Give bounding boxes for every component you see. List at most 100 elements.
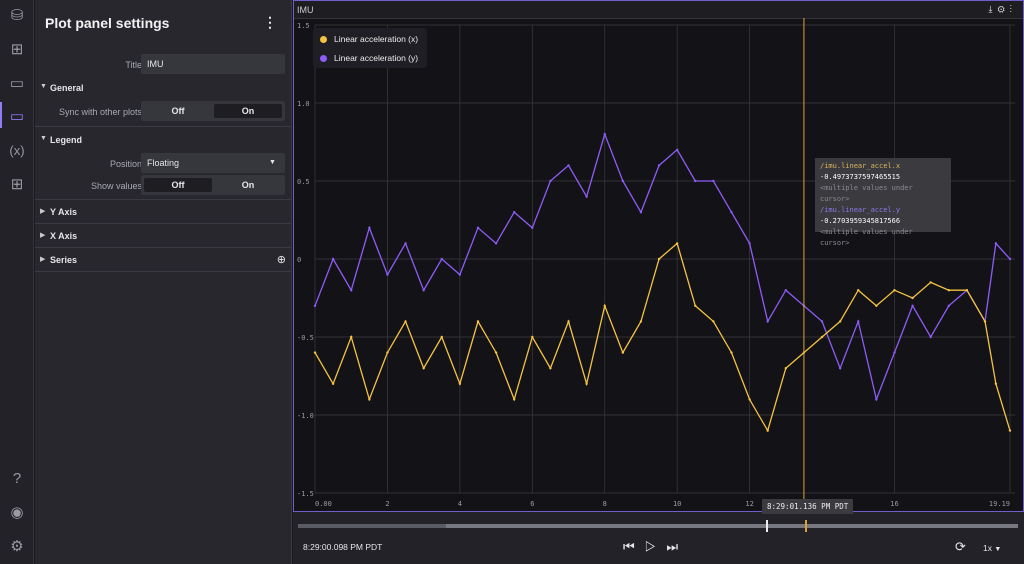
show-values-on-button[interactable]: On bbox=[241, 180, 255, 190]
position-select[interactable]: Floating ▼ bbox=[141, 153, 285, 173]
data-point bbox=[512, 211, 516, 214]
account-icon[interactable]: ◉ bbox=[10, 504, 24, 521]
settings-icon[interactable]: ⚙ bbox=[997, 4, 1010, 14]
x-tick-label: 6 bbox=[530, 500, 534, 508]
data-point bbox=[476, 226, 480, 229]
chevron-down-icon: ▼ bbox=[269, 159, 276, 166]
panel-settings-icon[interactable]: ▭ bbox=[9, 108, 25, 125]
plot-title: IMU bbox=[297, 5, 314, 15]
data-point bbox=[567, 164, 570, 167]
data-point bbox=[331, 382, 335, 385]
seek-back-icon[interactable]: ⏮ bbox=[623, 539, 645, 554]
data-point bbox=[784, 289, 788, 292]
app-settings-icon[interactable]: ⚙ bbox=[10, 538, 24, 555]
seek-forward-icon[interactable]: ⏭ bbox=[666, 539, 689, 554]
plot-panel[interactable]: IMU ⤓⚙⋮ bbox=[293, 0, 1024, 512]
more-menu-icon[interactable]: ⋮ bbox=[263, 14, 277, 30]
download-icon[interactable]: ⤓ bbox=[988, 4, 998, 14]
data-point bbox=[784, 367, 788, 370]
data-point bbox=[350, 335, 353, 339]
active-indicator bbox=[0, 102, 2, 128]
loop-icon[interactable]: ⟳ bbox=[955, 539, 966, 554]
series-line bbox=[314, 242, 1011, 433]
data-source-settings-icon[interactable]: ⛁ bbox=[10, 7, 24, 24]
help-icon[interactable]: ? bbox=[12, 470, 22, 487]
data-point bbox=[947, 304, 950, 307]
data-point bbox=[983, 320, 987, 323]
data-point bbox=[531, 335, 534, 339]
data-point bbox=[476, 320, 480, 323]
tooltip-note-x: <multiple values under cursor> bbox=[820, 184, 913, 203]
data-point bbox=[994, 382, 998, 385]
data-point bbox=[875, 398, 878, 401]
show-values-off-button[interactable]: Off bbox=[144, 178, 212, 192]
data-point bbox=[531, 226, 534, 229]
title-input[interactable]: IMU bbox=[141, 54, 285, 74]
section-x-axis[interactable]: X Axis bbox=[50, 231, 78, 241]
data-point bbox=[1008, 257, 1012, 261]
x-tick-label: 12 bbox=[745, 500, 753, 508]
sidebar-rail: ⛁ ⊞ ▭ ▭ (x) ⊞ ? ◉ ⚙ bbox=[0, 0, 34, 564]
sync-off-button[interactable]: Off bbox=[171, 106, 185, 116]
more-icon[interactable]: ⋮ bbox=[1009, 4, 1017, 14]
layout-grid-icon[interactable]: ⊞ bbox=[10, 41, 24, 58]
section-series[interactable]: Series bbox=[50, 255, 78, 265]
x-tick-label: 8 bbox=[603, 500, 607, 508]
hover-marker bbox=[805, 520, 807, 532]
caret-right-icon: ▶ bbox=[40, 232, 46, 239]
section-general[interactable]: General bbox=[50, 83, 84, 93]
data-point bbox=[657, 164, 661, 167]
sync-label: Sync with other plots bbox=[58, 107, 142, 117]
add-panel-icon[interactable]: ▭ bbox=[9, 75, 25, 92]
x-tick-label: 16 bbox=[890, 500, 898, 508]
settings-title: Plot panel settings bbox=[45, 15, 170, 31]
data-point bbox=[639, 211, 643, 214]
y-tick-label: 0.5 bbox=[297, 178, 310, 186]
section-y-axis[interactable]: Y Axis bbox=[50, 207, 78, 217]
playback-bar: 8:29:00.098 PM PDT ⏮▷⏭ ⟳ 1x ▼ bbox=[293, 512, 1024, 564]
playback-scrubber[interactable] bbox=[298, 520, 1018, 532]
section-legend[interactable]: Legend bbox=[50, 135, 83, 145]
data-point bbox=[694, 179, 697, 183]
data-point bbox=[585, 195, 588, 198]
data-point bbox=[386, 351, 389, 354]
extensions-icon[interactable]: ⊞ bbox=[10, 176, 24, 193]
tooltip-value-y: -0.2703959345817566 bbox=[820, 217, 901, 225]
data-point bbox=[621, 351, 625, 354]
data-point bbox=[440, 335, 443, 339]
title-input-value: IMU bbox=[147, 59, 164, 69]
data-point bbox=[458, 273, 462, 276]
data-point bbox=[838, 320, 842, 323]
show-values-toggle: Off On bbox=[141, 175, 285, 195]
chevron-down-icon: ▼ bbox=[994, 546, 1002, 553]
settings-panel: Plot panel settings ⋮ Title IMU ▼ General… bbox=[35, 0, 292, 564]
data-point bbox=[838, 367, 842, 370]
data-point bbox=[1008, 429, 1012, 432]
plot-legend: Linear acceleration (x) Linear accelerat… bbox=[313, 28, 427, 68]
sync-on-button[interactable]: On bbox=[214, 104, 282, 118]
title-label: Title bbox=[125, 60, 142, 70]
add-series-icon[interactable]: ⊕ bbox=[276, 254, 286, 266]
speed-select[interactable]: 1x ▼ bbox=[983, 543, 1001, 553]
data-point bbox=[893, 289, 896, 292]
series-line bbox=[314, 132, 1011, 402]
data-point bbox=[422, 367, 425, 370]
data-point bbox=[929, 281, 932, 284]
data-point bbox=[313, 351, 317, 354]
data-point bbox=[512, 398, 516, 401]
legend-item-x[interactable]: Linear acceleration (x) bbox=[320, 34, 418, 44]
play-icon[interactable]: ▷ bbox=[644, 539, 667, 554]
data-point bbox=[929, 335, 932, 339]
data-point bbox=[549, 367, 552, 370]
show-values-label: Show values bbox=[90, 181, 142, 191]
data-point bbox=[603, 304, 606, 307]
variables-icon[interactable]: (x) bbox=[9, 143, 25, 158]
position-label: Position bbox=[109, 159, 142, 169]
data-point bbox=[748, 398, 751, 401]
plot-chart[interactable]: 1.5 1.0 0.5 0 -0.5 -1.0 -1.50.00 2 4 6 8 10 12 16 19.1… bbox=[0, 0, 1024, 512]
data-point bbox=[494, 242, 498, 245]
data-point bbox=[911, 304, 914, 307]
legend-item-y[interactable]: Linear acceleration (y) bbox=[320, 53, 418, 63]
playhead[interactable] bbox=[766, 520, 768, 532]
tooltip-note-y: <multiple values under cursor> bbox=[820, 228, 913, 247]
